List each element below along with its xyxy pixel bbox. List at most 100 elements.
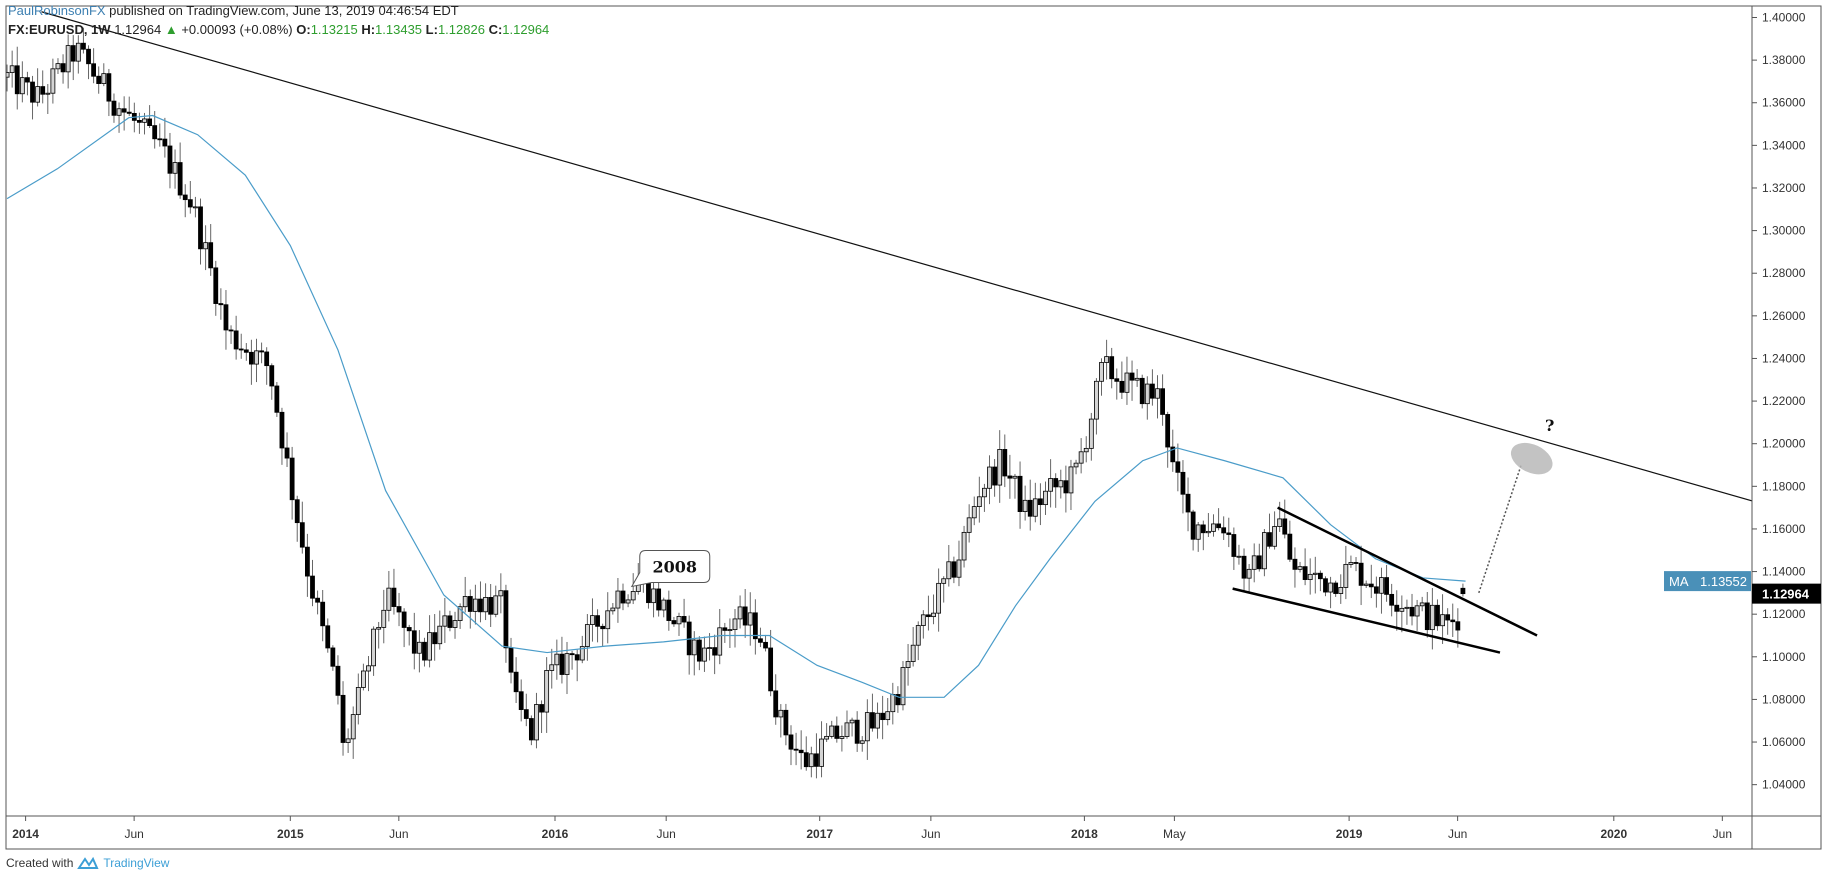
- y-tick-label: 1.36000: [1762, 96, 1806, 110]
- candle: [793, 732, 799, 766]
- candle-body-up: [355, 687, 361, 715]
- candle: [60, 54, 66, 84]
- author-link[interactable]: PaulRobinsonFX: [8, 3, 106, 18]
- candle-body-down: [259, 350, 264, 353]
- candle-body-down: [1267, 532, 1272, 547]
- low-label: L:: [425, 22, 438, 37]
- wedge-upper-trendline[interactable]: [1277, 506, 1538, 637]
- candle: [432, 614, 438, 661]
- candle-body-up: [1195, 524, 1201, 540]
- candle: [391, 568, 397, 615]
- candle: [147, 105, 153, 129]
- candle: [162, 117, 168, 158]
- ma-price-label-bg: [1664, 571, 1751, 592]
- candle: [1241, 548, 1247, 592]
- x-tick-label: 2015: [277, 827, 304, 841]
- candle-body-up: [1058, 480, 1064, 488]
- callout-label: 2008: [652, 557, 697, 576]
- candle: [1358, 545, 1364, 606]
- candle-body-down: [1292, 558, 1298, 570]
- plot-area[interactable]: ? 2008: [5, 11, 1820, 779]
- candle: [696, 636, 702, 671]
- y-tick-label: 1.12000: [1762, 607, 1806, 621]
- candle: [65, 34, 71, 89]
- candle: [86, 45, 91, 80]
- candle-body-down: [1109, 356, 1115, 380]
- candle-body-up: [1134, 377, 1140, 381]
- target-zone-ellipse[interactable]: [1506, 437, 1558, 481]
- candle-body-up: [1404, 606, 1410, 609]
- candle-body-down: [152, 125, 158, 140]
- candle-body-down: [1231, 534, 1237, 557]
- candle: [152, 111, 158, 149]
- candle-body-down: [773, 690, 779, 718]
- candle: [727, 618, 733, 648]
- candle-body-down: [1038, 498, 1043, 506]
- candle: [498, 573, 504, 614]
- candle-body-down: [182, 194, 188, 201]
- candle-body-up: [498, 590, 504, 597]
- candle-body-up: [1206, 530, 1211, 534]
- candle-body-up: [19, 77, 25, 95]
- candle: [1368, 564, 1374, 599]
- candle-body-down: [523, 709, 529, 719]
- candle-body-up: [727, 629, 733, 632]
- candle-body-down: [656, 588, 662, 611]
- candle: [401, 608, 407, 648]
- candle: [854, 711, 860, 752]
- candle: [126, 96, 132, 116]
- candle: [1384, 564, 1389, 602]
- candle: [1343, 545, 1349, 600]
- callout-bubble[interactable]: [630, 549, 711, 588]
- candle: [1099, 358, 1104, 396]
- candle: [259, 342, 264, 364]
- candle: [1094, 378, 1099, 435]
- candle-body-down: [992, 466, 998, 486]
- candle: [1114, 368, 1120, 400]
- candle: [1302, 548, 1308, 586]
- x-tick-label: 2014: [12, 827, 39, 841]
- candle: [666, 590, 672, 631]
- candle-body-down: [1424, 602, 1430, 631]
- candle: [416, 630, 422, 673]
- candle-body-up: [615, 590, 621, 609]
- candle-body-up: [982, 487, 987, 498]
- price-axis[interactable]: 1.04000 1.06000 1.08000 1.10000 1.12000 1.140…: [1752, 11, 1806, 792]
- up-triangle-icon: ▲: [164, 22, 178, 37]
- y-tick-label: 1.34000: [1762, 138, 1806, 152]
- candle: [111, 93, 117, 123]
- candle-body-up: [976, 496, 982, 507]
- candle-body-up: [452, 620, 458, 628]
- candle-body-up: [702, 647, 707, 662]
- candle-body-up: [732, 618, 738, 631]
- candle: [1073, 459, 1079, 475]
- candle-body-down: [1002, 449, 1008, 477]
- candle: [254, 338, 259, 383]
- candle-body-down: [1200, 524, 1206, 534]
- candle: [9, 50, 15, 88]
- candle: [1440, 594, 1445, 644]
- wedge-lower-trendline[interactable]: [1232, 587, 1501, 654]
- candle: [1007, 454, 1013, 499]
- long-term-trendline[interactable]: [41, 11, 1820, 521]
- candle: [101, 63, 107, 87]
- candle: [355, 673, 361, 725]
- candle-body-down: [1129, 372, 1135, 381]
- candle: [1236, 544, 1242, 565]
- candle: [106, 68, 112, 117]
- candle: [442, 597, 448, 643]
- tradingview-link[interactable]: TradingView: [103, 856, 170, 870]
- candle-body-down: [60, 63, 66, 73]
- candle: [1445, 608, 1451, 635]
- time-axis[interactable]: 2014 Jun 2015 Jun 2016 Jun 2017 Jun 2018 May 2019 J…: [12, 816, 1732, 841]
- candle-body-up: [493, 595, 499, 615]
- ma-name-label: MA: [1669, 574, 1689, 589]
- candle-body-up: [1338, 587, 1344, 594]
- candle: [422, 637, 427, 667]
- candle: [1109, 347, 1115, 389]
- price-labels: MA 1.13552 1.12964: [1664, 571, 1821, 604]
- projection-arrow[interactable]: [1478, 464, 1522, 594]
- x-tick-label: 2018: [1071, 827, 1098, 841]
- candle: [1226, 517, 1232, 548]
